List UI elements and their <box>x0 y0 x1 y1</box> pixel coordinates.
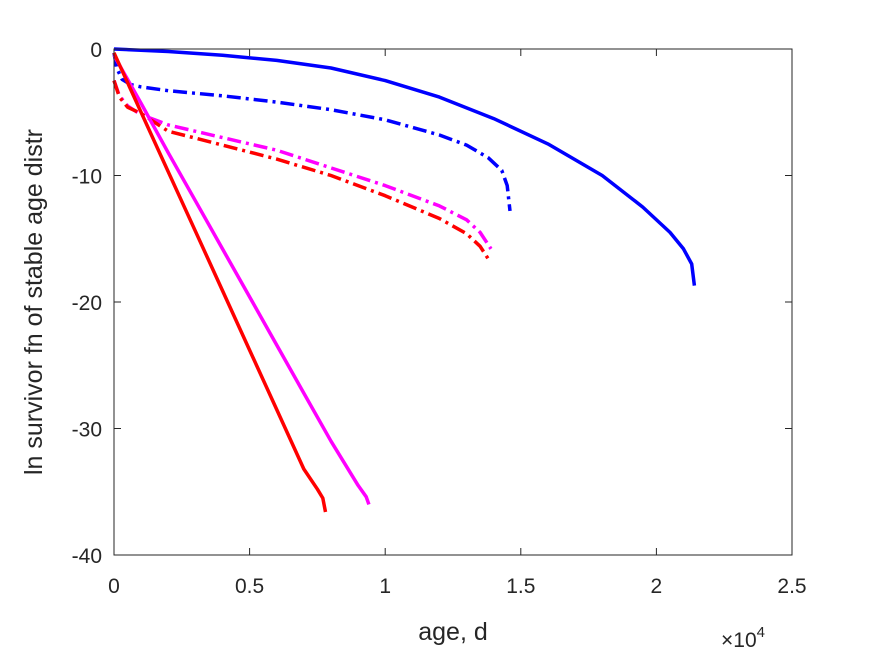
x-exponent-power: 4 <box>757 624 765 641</box>
x-axis-label: age, d <box>418 618 488 646</box>
x-tick-label: 0.5 <box>235 575 264 598</box>
y-tick-label: 0 <box>90 39 102 62</box>
x-tick-label: 1 <box>379 575 391 598</box>
y-tick-label: -10 <box>72 166 102 189</box>
x-exponent-label: ×104 <box>721 624 765 652</box>
x-exponent-base: ×10 <box>721 629 757 652</box>
x-tick-label: 1.5 <box>506 575 535 598</box>
series-line-6 <box>112 52 328 513</box>
tick-layer: 0 0.5 1 1.5 2 2.5 0 -10 -20 -30 -40 <box>72 39 807 598</box>
y-tick-label: -40 <box>72 545 102 568</box>
series-line-5 <box>112 54 371 505</box>
plot-background <box>114 49 792 555</box>
x-tick-label: 2.5 <box>777 575 806 598</box>
series-layer <box>112 47 697 513</box>
series-line-1 <box>113 47 697 286</box>
series-line-4 <box>112 80 490 260</box>
x-tick-label: 2 <box>651 575 663 598</box>
x-tick-label: 0 <box>108 575 120 598</box>
y-tick-label: -30 <box>72 419 102 442</box>
y-axis-label: ln survivor fn of stable age distr <box>20 129 48 475</box>
y-tick-label: -20 <box>72 292 102 315</box>
